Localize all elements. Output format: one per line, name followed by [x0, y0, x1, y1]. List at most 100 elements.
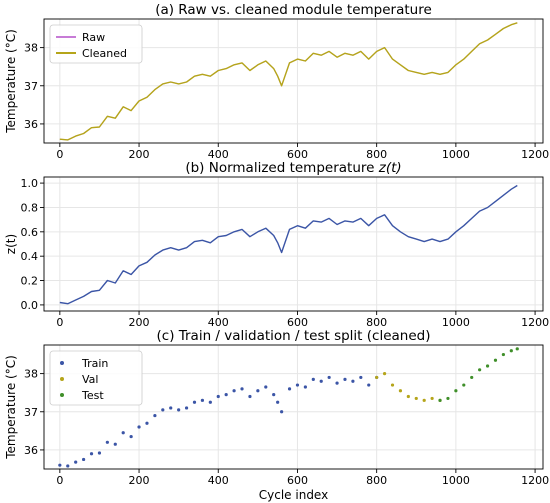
y-tick-label: 36: [24, 444, 38, 457]
gridlines: [44, 345, 543, 469]
x-tick-label: 1000: [442, 474, 470, 487]
legend-label: Test: [81, 389, 104, 402]
point-test: [515, 347, 519, 351]
x-tick-label: 600: [287, 474, 308, 487]
legend-swatch: [60, 377, 64, 381]
point-train: [145, 421, 149, 425]
y-tick-label: 38: [24, 42, 38, 55]
point-train: [280, 410, 284, 414]
y-tick-label: 0.0: [21, 299, 39, 312]
x-tick-label: 1200: [521, 474, 549, 487]
point-train: [264, 385, 268, 389]
point-train: [169, 406, 173, 410]
x-tick-label: 200: [129, 474, 150, 487]
x-tick-label: 400: [208, 474, 229, 487]
point-test: [478, 368, 482, 372]
x-axis-label: Cycle index: [259, 488, 328, 502]
point-val: [422, 398, 426, 402]
point-test: [462, 383, 466, 387]
chart-panel-1: 0 200 400 600 800 1000 1200 36 37 38 (a) Raw vs. c…: [4, 2, 549, 161]
point-train: [192, 400, 197, 404]
point-train: [89, 452, 94, 456]
point-train: [319, 379, 323, 383]
point-val: [382, 372, 387, 376]
x-tick-label: 0: [56, 474, 63, 487]
point-train: [105, 440, 109, 444]
series-line-cleaned: [59, 22, 518, 141]
y-tick-label: 38: [24, 368, 38, 381]
y-tick-label: 0.2: [21, 275, 39, 288]
x-tick-label: 1000: [442, 316, 470, 329]
x-tick-label: 400: [208, 316, 229, 329]
legend-label: Cleaned: [82, 47, 127, 60]
point-train: [351, 379, 355, 383]
x-tick-label: 200: [129, 316, 150, 329]
gridlines: [44, 177, 543, 311]
point-train: [137, 425, 141, 429]
point-train: [343, 377, 347, 381]
point-train: [184, 406, 189, 410]
y-axis-label: Temperature (°C): [4, 29, 18, 134]
point-train: [121, 431, 125, 435]
point-test: [493, 358, 498, 362]
point-train: [287, 387, 292, 391]
x-tick-label: 800: [366, 148, 387, 161]
chart-title: (a) Raw vs. cleaned module temperature: [155, 2, 432, 18]
x-tick-label: 1200: [521, 316, 549, 329]
point-train: [161, 408, 165, 412]
point-test: [501, 352, 505, 357]
point-train: [303, 385, 307, 389]
legend-label: Train: [81, 357, 108, 370]
point-train: [232, 389, 236, 393]
point-train: [177, 408, 181, 412]
point-train: [200, 398, 205, 402]
x-tick-label: 200: [129, 148, 150, 161]
y-axis-label: z(t): [4, 234, 18, 254]
point-val: [390, 383, 395, 387]
point-train: [113, 442, 117, 446]
point-test: [454, 389, 458, 393]
y-tick-label: 37: [24, 80, 38, 93]
chart-panel-2: 0 200 400 600 800 1000 1200 0.0 0.2 0.4 0.6 0.8 1.0 (…: [4, 160, 549, 329]
x-tick-label: 1000: [442, 148, 470, 161]
point-train: [248, 394, 252, 399]
point-train: [97, 451, 102, 455]
x-tick-label: 0: [56, 316, 63, 329]
plot-frame: [43, 18, 544, 144]
chart-title: (b) Normalized temperature z(t): [185, 160, 401, 176]
x-tick-label: 600: [287, 148, 308, 161]
x-tick-label: 0: [56, 148, 63, 161]
point-train: [224, 393, 228, 397]
point-val: [375, 375, 379, 380]
y-tick-label: 0.6: [21, 226, 39, 239]
point-train: [208, 400, 212, 404]
point-train: [276, 400, 280, 404]
point-train: [129, 434, 133, 439]
point-train: [256, 389, 260, 393]
legend-label: Raw: [82, 31, 105, 44]
plot-frame: [43, 344, 544, 470]
legend-swatch: [60, 361, 64, 365]
point-test: [470, 375, 474, 380]
point-val: [414, 396, 418, 401]
point-val: [406, 394, 410, 399]
y-tick-label: 0.4: [21, 250, 39, 263]
point-train: [153, 413, 157, 418]
legend-swatch: [60, 393, 64, 397]
legend: Train Val Test: [49, 350, 143, 406]
chart-title-math: z(t): [378, 160, 402, 176]
y-tick-label: 37: [24, 406, 38, 419]
y-tick-label: 1.0: [21, 177, 39, 190]
point-train: [74, 460, 78, 464]
chart-panel-3: 0 200 400 600 800 1000 1200 36 37 38 (c) Train / v…: [4, 328, 549, 502]
x-tick-label: 600: [287, 316, 308, 329]
chart-title: (c) Train / validation / test split (cle…: [157, 328, 431, 344]
point-train: [311, 377, 315, 381]
point-test: [446, 396, 450, 401]
y-tick-label: 0.8: [21, 201, 39, 214]
legend-box: [49, 350, 143, 406]
legend: Raw Cleaned: [49, 24, 143, 64]
point-val: [430, 396, 434, 401]
series-line-z: [59, 184, 518, 305]
